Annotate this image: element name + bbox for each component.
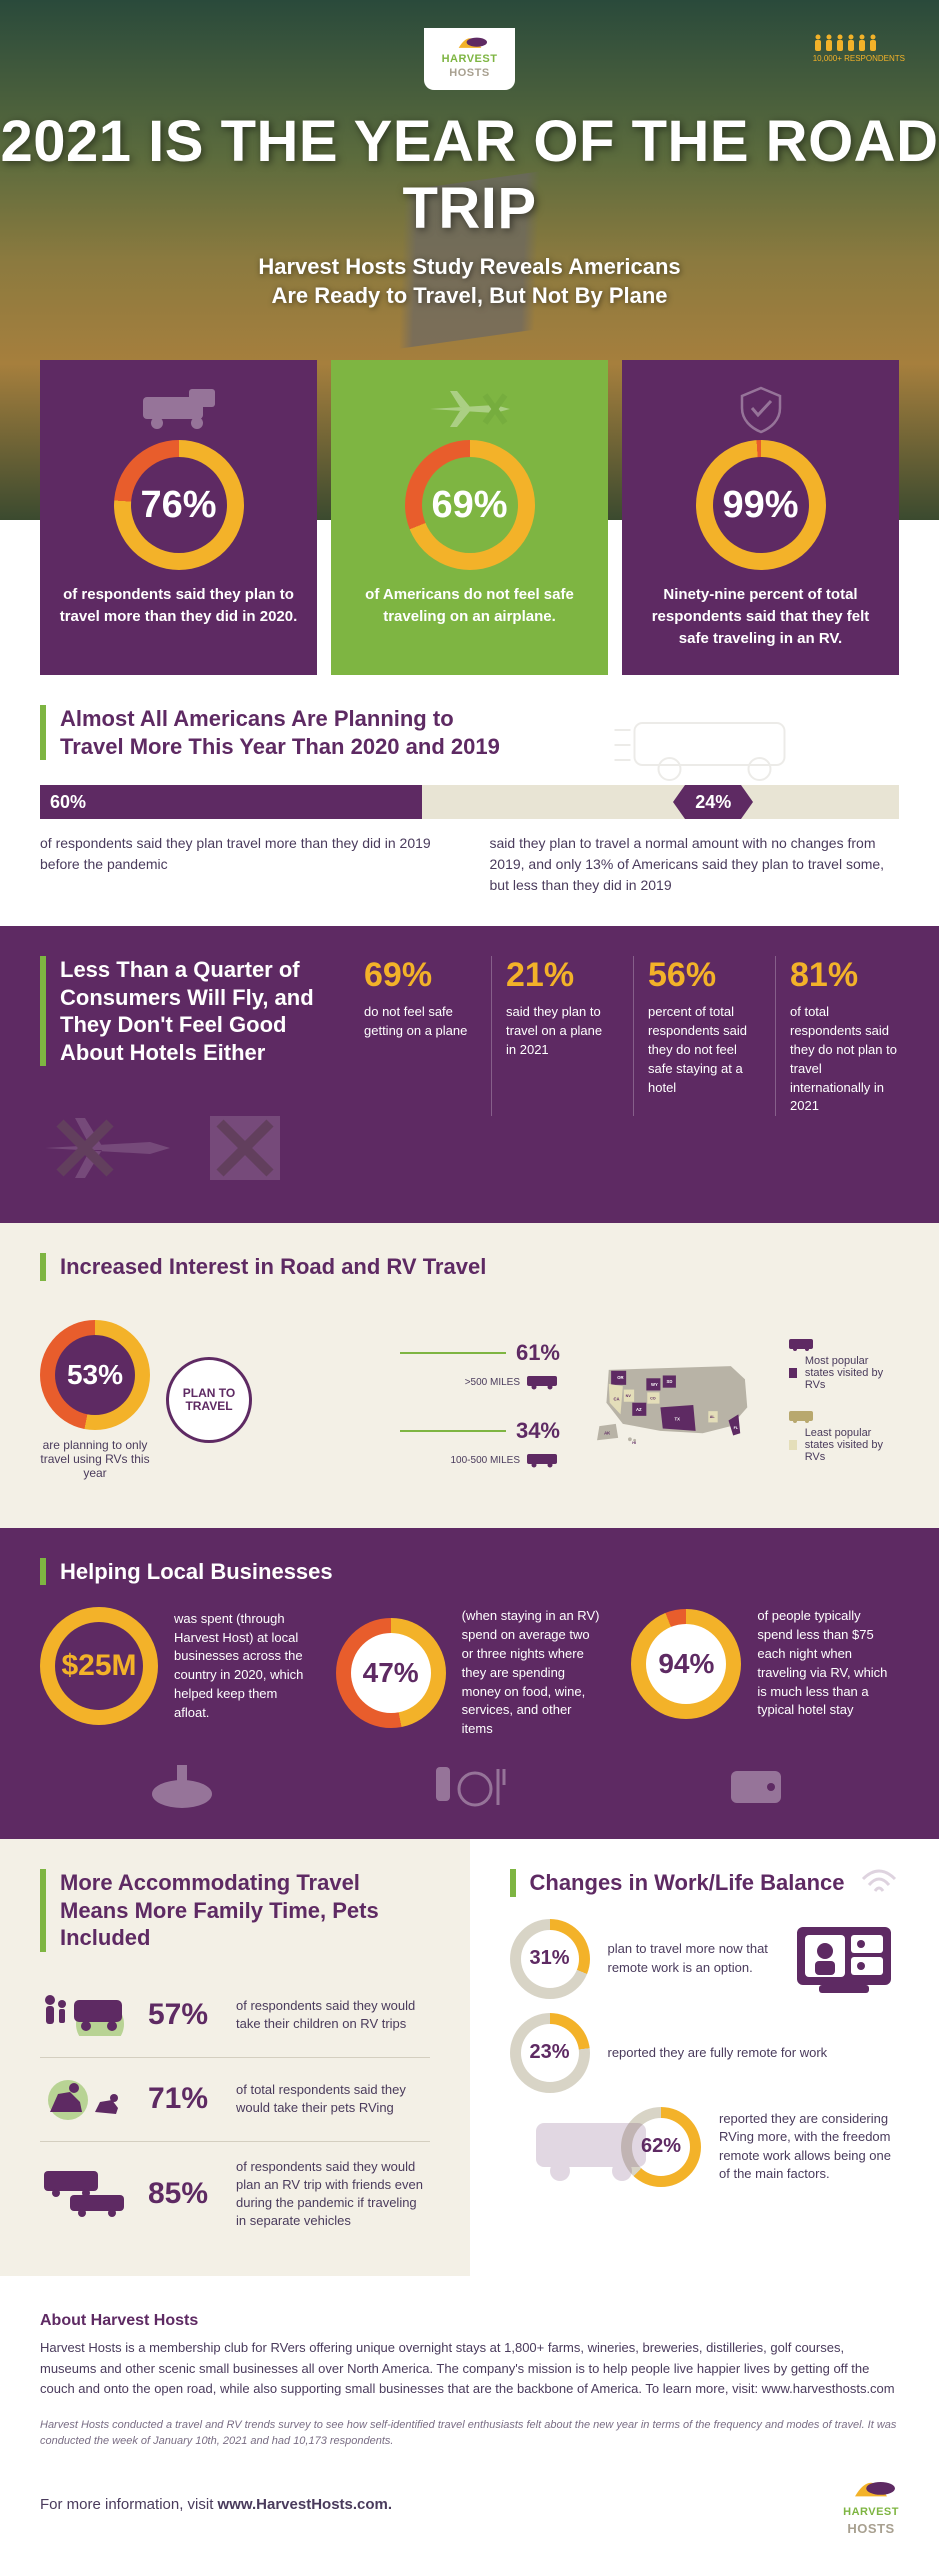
stat-desc-1: of respondents said they plan to travel … [58,584,299,628]
plan-bar2-label: 24% [685,785,741,819]
plan-bar1-desc: of respondents said they plan travel mor… [40,833,450,896]
svg-text:FL: FL [734,1426,739,1430]
two-rvs-icon [40,2167,130,2222]
fly-stat-3: 56% percent of total respondents said th… [633,956,757,1116]
fly-stat-2: 21% said they plan to travel on a plane … [491,956,615,1116]
shield-icon [640,382,881,436]
fly-stat-4: 81% of total respondents said they do no… [775,956,899,1116]
svg-text:CA: CA [613,1396,619,1401]
wlb-item-2: 23% reported they are fully remote for w… [510,2013,900,2093]
biz-item-2: 47% (when staying in an RV) spend on ave… [336,1607,604,1739]
bus-icon [526,1452,560,1468]
hero-subtitle: Harvest Hosts Study Reveals Americans Ar… [0,252,939,311]
accom-item-2: 71% of total respondents said they would… [40,2058,430,2142]
two-panel-row: More Accommodating Travel Means More Fam… [0,1839,939,2276]
plane-hotel-x-icon [40,1108,300,1188]
stat-donut-3: 99% [696,440,826,570]
about-note: Harvest Hosts conducted a travel and RV … [40,2417,899,2450]
brand-logo-footer: HARVEST HOSTS [843,2474,899,2536]
fly-stats-row: 69% do not feel safe getting on a plane … [350,956,899,1116]
about-cta: For more information, visit www.HarvestH… [40,2496,392,2513]
rv-route-2-label: 100-500 MILES [451,1455,521,1466]
rv-main-donut: 53% [40,1320,150,1430]
wlb-item-3: 62% reported they are considering RVing … [510,2107,900,2187]
svg-text:AL: AL [710,1415,716,1419]
rv-route-1-label: >500 MILES [465,1377,520,1388]
biz-item-1: $25M was spent (through Harvest Host) at… [40,1607,308,1725]
rv-main-txt: are planning to only travel using RVs th… [40,1438,150,1480]
svg-text:AZ: AZ [636,1407,642,1412]
video-call-icon [789,1919,899,1999]
panel-wlb: Changes in Work/Life Balance 31% plan to… [470,1839,939,2276]
stat-desc-3: Ninety-nine percent of total respondents… [640,584,881,649]
family-rv-icon [40,1990,130,2041]
fly-stat-1: 69% do not feel safe getting on a plane [350,956,473,1116]
respondents-label: 10,000+ RESPONDENTS [813,54,905,63]
plane-x-icon [349,382,590,436]
stat-card-travel-more: 76% of respondents said they plan to tra… [40,360,317,675]
rv-route-2: 34% [400,1418,560,1444]
dining-icon [430,1759,510,1809]
brand-name: HARVEST HOSTS [442,51,498,80]
biz-item-3: 94% of people typically spend less than … [631,1607,899,1720]
section-local-biz: Helping Local Businesses $25M was spent … [0,1528,939,1839]
accom-item-3: 85% of respondents said they would plan … [40,2142,430,2247]
stat-card-rv-safe: 99% Ninety-nine percent of total respond… [622,360,899,675]
accom-item-1: 57% of respondents said they would take … [40,1974,430,2058]
svg-text:WY: WY [651,1382,658,1387]
biz-title: Helping Local Businesses [40,1558,899,1586]
svg-text:NV: NV [626,1394,632,1398]
wifi-icon [859,1859,899,1899]
bus-icon [526,1374,560,1390]
accom-title: More Accommodating Travel Means More Fam… [40,1869,430,1952]
rv-icon [58,382,299,436]
respondents-badge: 10,000+ RESPONDENTS [813,34,905,63]
section-about: About Harvest Hosts Harvest Hosts is a m… [0,2276,939,2561]
svg-text:HI: HI [632,1441,636,1445]
wlb-item-1: 31% plan to travel more now that remote … [510,1919,900,1999]
legend-most [789,1337,899,1351]
legend-least [789,1409,899,1423]
plan-bar1-label: 60% [40,785,96,819]
rv-bg-icon [530,2107,660,2187]
svg-text:SD: SD [667,1379,673,1384]
stat-cards-row: 76% of respondents said they plan to tra… [0,360,939,675]
stat-donut-1: 76% [114,440,244,570]
rv-route-1: 61% [400,1340,560,1366]
logo-top-wrap: HARVEST HOSTS [0,0,939,90]
svg-text:TX: TX [675,1416,681,1421]
stat-card-plane-unsafe: 69% of Americans do not feel safe travel… [331,360,608,675]
svg-text:CO: CO [650,1396,656,1400]
section-plan-more: Almost All Americans Are Planning to Tra… [0,675,939,926]
us-map: OR WY SD AZ TX FL CA NV CO AL AK HI [590,1303,759,1498]
about-heading: About Harvest Hosts [40,2312,899,2330]
stat-desc-2: of Americans do not feel safe traveling … [349,584,590,628]
panel-accom: More Accommodating Travel Means More Fam… [0,1839,470,2276]
logo-sun-icon [453,32,487,49]
wlb-title: Changes in Work/Life Balance [510,1869,900,1897]
plan-bar: 60% 24% [40,785,899,819]
stat-donut-2: 69% [405,440,535,570]
about-body: Harvest Hosts is a membership club for R… [40,2338,899,2398]
plan-desc-row: of respondents said they plan travel mor… [40,833,899,896]
plan-bar2-desc: said they plan to travel a normal amount… [490,833,900,896]
wallet-icon [723,1759,793,1809]
rv-line-icon [530,705,899,785]
svg-text:OR: OR [617,1375,623,1380]
fly-title: Less Than a Quarter of Consumers Will Fl… [40,956,320,1066]
plan-to-travel-badge: PLAN TO TRAVEL [166,1357,252,1443]
pets-icon [40,2074,130,2125]
hero-title: 2021 IS THE YEAR OF THE ROAD TRIP [0,108,939,242]
brand-logo: HARVEST HOSTS [424,28,516,90]
rv-interest-title: Increased Interest in Road and RV Travel [40,1253,899,1281]
section-fly: Less Than a Quarter of Consumers Will Fl… [0,926,939,1223]
svg-text:AK: AK [604,1430,610,1435]
logo-sun-icon [847,2474,895,2498]
section-rv-interest: Increased Interest in Road and RV Travel… [0,1223,939,1528]
plan-more-title: Almost All Americans Are Planning to Tra… [40,705,500,760]
wine-barrel-icon [147,1759,217,1809]
